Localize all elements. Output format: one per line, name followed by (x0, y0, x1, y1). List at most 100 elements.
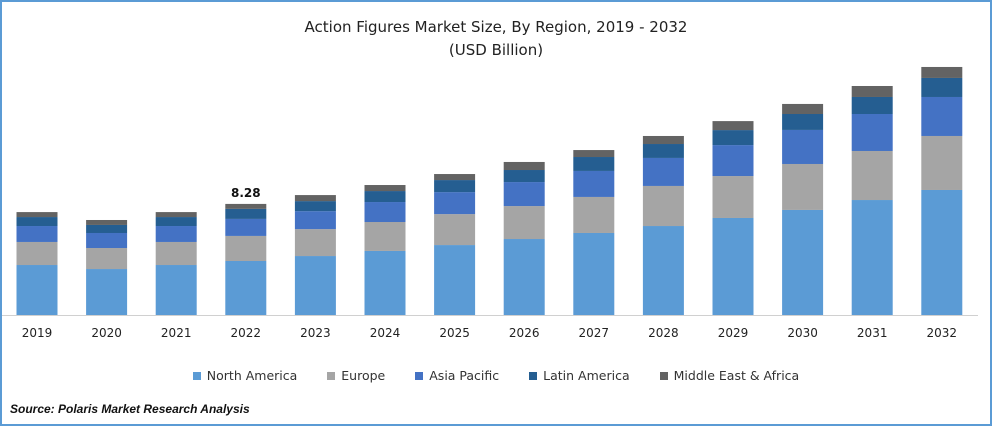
bar-segment-2020-middle-east-africa (86, 219, 128, 225)
bar-segment-2024-middle-east-africa (364, 185, 406, 192)
bar-segment-2029-middle-east-africa (712, 121, 754, 131)
x-tick-label: 2019 (22, 326, 53, 340)
bar-segment-2022-north-america (225, 260, 267, 315)
x-tick-label: 2026 (509, 326, 540, 340)
bar-segment-2023-middle-east-africa (294, 195, 336, 202)
bar-segment-2031-asia-pacific (851, 114, 893, 151)
bar-segment-2024-europe (364, 222, 406, 251)
bar-segment-2028-north-america (642, 226, 684, 315)
legend-item: Asia Pacific (415, 368, 499, 383)
x-tick-label: 2020 (91, 326, 122, 340)
bar-segment-2022-middle-east-africa (225, 203, 267, 209)
bar-segment-2024-latin-america (364, 191, 406, 203)
legend-item: North America (192, 368, 298, 383)
bar-segment-2028-latin-america (642, 144, 684, 158)
bar-segment-2020-latin-america (86, 224, 128, 233)
x-tick-label: 2021 (161, 326, 192, 340)
bar-segment-2030-latin-america (782, 114, 824, 130)
bar-segment-2027-asia-pacific (573, 170, 615, 197)
bar-segment-2021-north-america (155, 265, 197, 315)
bar-segment-2019-europe (16, 241, 58, 266)
x-tick-label: 2024 (370, 326, 401, 340)
bar-segment-2030-europe (782, 163, 824, 210)
legend-label: Asia Pacific (429, 368, 500, 383)
bar-segment-2031-middle-east-africa (851, 85, 893, 97)
bar-segment-2025-europe (434, 214, 476, 246)
bar-segment-2030-middle-east-africa (782, 103, 824, 114)
bar-segment-2028-middle-east-africa (642, 135, 684, 145)
chart-title: Action Figures Market Size, By Region, 2… (304, 18, 688, 36)
bar-segment-2025-latin-america (434, 180, 476, 193)
bar-segment-2025-asia-pacific (434, 192, 476, 215)
bar-segment-2027-europe (573, 196, 615, 233)
bar-segment-2032-asia-pacific (921, 96, 963, 136)
bar-segment-2019-middle-east-africa (16, 212, 58, 218)
bar-segment-2030-asia-pacific (782, 129, 824, 164)
bar-segment-2019-latin-america (16, 217, 58, 227)
bar-segment-2019-north-america (16, 265, 58, 315)
bar-segment-2029-asia-pacific (712, 145, 754, 177)
bar-segment-2032-middle-east-africa (921, 66, 963, 78)
bar-segment-2029-latin-america (712, 130, 754, 146)
x-tick-label: 2029 (718, 326, 749, 340)
bar-segment-2026-middle-east-africa (503, 161, 545, 171)
stacked-bar-chart: 2019 2020 2021 2022 8.28 2023 2024 2025 2026 2027… (2, 66, 978, 340)
bar-segment-2031-latin-america (851, 96, 893, 114)
legend-swatch (659, 371, 668, 380)
bar-segment-2032-latin-america (921, 77, 963, 97)
bar-segment-2022-asia-pacific (225, 218, 267, 236)
chart-subtitle: (USD Billion) (448, 41, 544, 59)
x-tick-label: 2025 (439, 326, 470, 340)
bar-segment-2032-north-america (921, 189, 963, 315)
x-tick-label: 2022 (231, 326, 262, 340)
bar-segment-2020-europe (86, 248, 128, 270)
bar-segment-2028-asia-pacific (642, 157, 684, 186)
bar-segment-2029-europe (712, 176, 754, 218)
legend-swatch (327, 371, 336, 380)
bar-segment-2025-north-america (434, 245, 476, 315)
bar-segment-2024-north-america (364, 250, 406, 315)
legend-swatch (529, 371, 538, 380)
bar-segment-2031-north-america (851, 200, 893, 315)
bar-segment-2027-latin-america (573, 157, 615, 171)
bar-segment-2023-europe (294, 229, 336, 257)
legend: North America Europe Asia Pacific Latin Ame… (0, 368, 992, 383)
legend-item: Middle East & Africa (659, 368, 800, 383)
bar-segment-2027-middle-east-africa (573, 150, 615, 158)
bar-segment-2019-asia-pacific (16, 226, 58, 242)
legend-item: Latin America (529, 368, 630, 383)
legend-item: Europe (327, 368, 385, 383)
bar-segment-2022-europe (225, 235, 267, 261)
x-tick-label: 2032 (927, 326, 958, 340)
bar-segment-2028-europe (642, 185, 684, 227)
bar-segment-2029-north-america (712, 217, 754, 315)
x-tick-label: 2030 (787, 326, 818, 340)
bar-segment-2022-latin-america (225, 208, 267, 219)
x-tick-label: 2028 (648, 326, 679, 340)
source-note: Source: Polaris Market Research Analysis (10, 402, 250, 416)
legend-swatch (415, 371, 424, 380)
x-tick-label: 2023 (300, 326, 331, 340)
legend-label: North America (206, 368, 298, 383)
bar-segment-2020-north-america (86, 269, 128, 315)
bar-segment-2020-asia-pacific (86, 232, 128, 248)
bar-segment-2026-north-america (503, 239, 545, 315)
legend-label: Middle East & Africa (673, 368, 800, 383)
bar-segment-2030-north-america (782, 209, 824, 315)
bar-segment-2026-latin-america (503, 170, 545, 183)
x-tick-label: 2031 (857, 326, 888, 340)
bar-segment-2026-europe (503, 206, 545, 240)
bar-segment-2021-europe (155, 241, 197, 266)
bar-segment-2023-latin-america (294, 201, 336, 212)
bar-segment-2025-middle-east-africa (434, 174, 476, 181)
legend-swatch (192, 371, 201, 380)
bar-segment-2023-asia-pacific (294, 211, 336, 230)
bar-segment-2021-middle-east-africa (155, 212, 197, 218)
bar-segment-2031-europe (851, 150, 893, 201)
legend-label: Latin America (543, 368, 630, 383)
legend-label: Europe (341, 368, 386, 383)
data-label: 8.28 (231, 186, 261, 200)
bar-segment-2021-latin-america (155, 217, 197, 227)
bar-segment-2024-asia-pacific (364, 202, 406, 223)
bar-segment-2023-north-america (294, 256, 336, 315)
